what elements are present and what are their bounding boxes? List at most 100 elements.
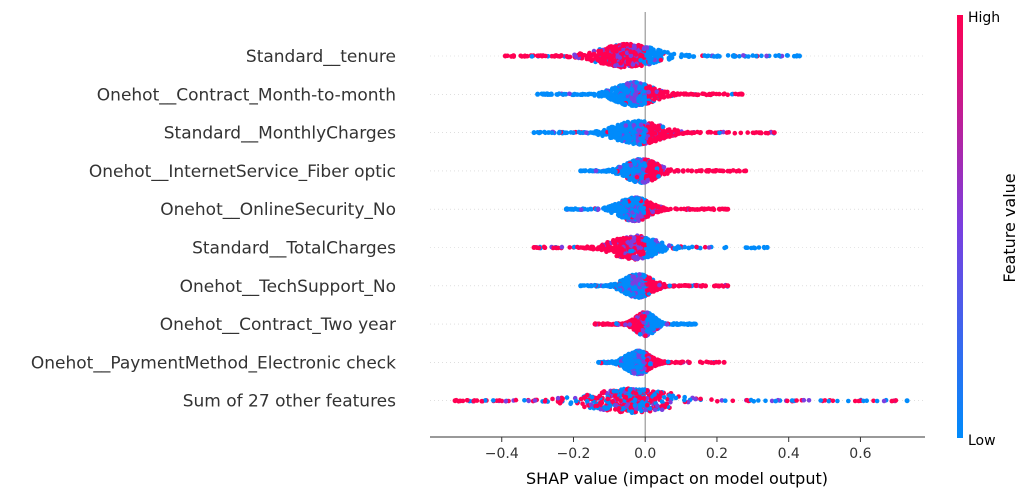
shap-point: [622, 366, 627, 371]
shap-point: [665, 359, 671, 365]
shap-point: [695, 92, 700, 98]
shap-point: [607, 44, 612, 50]
shap-point: [613, 133, 618, 138]
shap-point: [653, 238, 659, 243]
shap-point: [654, 323, 660, 329]
shap-point: [536, 245, 542, 251]
shap-point: [697, 359, 703, 365]
shap-point: [627, 99, 632, 105]
shap-point: [671, 51, 677, 57]
shap-point-extreme: [531, 130, 537, 136]
shap-point: [641, 139, 647, 145]
shap-point: [587, 50, 592, 56]
shap-point: [619, 362, 624, 368]
shap-point: [652, 131, 658, 136]
shap-point: [650, 209, 655, 215]
shap-point-extreme: [739, 91, 745, 97]
shap-point: [662, 171, 667, 177]
shap-point: [649, 313, 654, 319]
shap-point: [745, 130, 750, 135]
shap-point: [650, 91, 656, 97]
feature-points: [592, 310, 698, 339]
shap-point: [641, 166, 646, 172]
shap-point: [620, 254, 626, 260]
shap-point: [666, 243, 672, 248]
shap-point: [616, 237, 621, 243]
shap-point: [654, 89, 660, 94]
shap-point: [614, 89, 620, 95]
shap-point: [642, 119, 647, 124]
shap-point: [624, 214, 629, 219]
shap-point: [641, 210, 646, 215]
shap-point: [756, 245, 762, 250]
shap-point: [640, 242, 646, 247]
shap-point: [668, 132, 674, 137]
shap-point: [648, 249, 654, 255]
shap-point: [631, 254, 636, 260]
shap-point: [750, 53, 756, 58]
shap-point: [682, 244, 687, 250]
shap-point: [635, 201, 640, 206]
shap-point: [634, 364, 639, 370]
shap-point-extreme: [721, 359, 727, 365]
shap-point-extreme: [764, 245, 770, 250]
shap-point: [733, 91, 738, 97]
shap-point: [637, 332, 643, 337]
shap-point: [681, 206, 687, 212]
shap-point: [600, 133, 605, 139]
shap-point-extreme: [578, 168, 584, 174]
shap-point: [628, 162, 634, 168]
shap-point: [589, 244, 594, 250]
shap-point: [645, 178, 650, 184]
shap-point-extreme: [692, 321, 698, 327]
shap-point: [710, 168, 716, 174]
shap-point: [634, 80, 639, 85]
shap-point: [666, 57, 672, 62]
shap-point: [658, 208, 664, 214]
shap-point: [686, 245, 691, 251]
shap-point: [633, 119, 638, 125]
shap-point: [567, 54, 573, 60]
shap-point: [679, 283, 684, 289]
shap-point: [539, 91, 544, 97]
shap-point: [624, 254, 630, 259]
shap-point: [578, 396, 584, 402]
shap-point: [626, 361, 631, 367]
shap-point: [627, 274, 632, 280]
shap-point: [654, 166, 660, 171]
shap-point: [568, 401, 573, 407]
shap-point: [613, 63, 618, 68]
shap-point: [640, 316, 646, 322]
shap-point: [650, 288, 656, 294]
shap-point-extreme: [531, 245, 537, 250]
shap-point-extreme: [743, 168, 749, 174]
shap-point: [550, 396, 555, 402]
shap-point: [556, 91, 562, 96]
shap-point: [764, 53, 769, 59]
shap-point: [608, 246, 614, 252]
shap-point: [675, 128, 681, 133]
shap-point: [644, 168, 650, 174]
shap-point: [658, 135, 664, 141]
shap-point: [700, 283, 706, 288]
shap-point: [646, 100, 651, 106]
shap-point: [635, 214, 641, 219]
shap-point: [671, 321, 676, 326]
shap-point: [732, 130, 738, 136]
shap-point: [647, 361, 653, 367]
shap-point: [625, 81, 630, 86]
shap-point: [646, 89, 651, 95]
shap-point: [650, 279, 656, 285]
shap-point: [637, 142, 642, 147]
shap-point: [651, 326, 656, 332]
shap-point: [629, 196, 635, 202]
shap-point: [640, 97, 646, 103]
shap-point: [630, 350, 635, 356]
shap-point-extreme: [578, 283, 584, 289]
shap-point: [620, 247, 626, 253]
shap-point: [623, 236, 629, 241]
shap-point: [646, 329, 651, 334]
shap-point: [621, 282, 626, 288]
shap-point: [737, 168, 742, 174]
shap-point: [639, 214, 644, 219]
